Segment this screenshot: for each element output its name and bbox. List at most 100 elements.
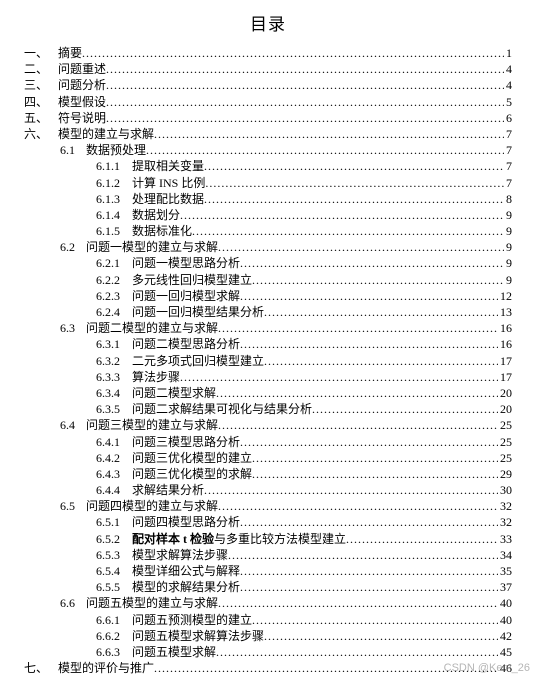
toc-entry-label: 问题四模型思路分析 bbox=[132, 514, 240, 530]
toc-entry-page: 42 bbox=[498, 628, 512, 644]
toc-entry-number: 6.5.2 bbox=[96, 531, 132, 547]
toc-entry-number: 6.4 bbox=[60, 417, 86, 433]
toc-entry-page: 40 bbox=[498, 612, 512, 628]
toc-entry: 6.3.5问题二求解结果可视化与结果分析....................… bbox=[24, 401, 512, 417]
toc-leader: ........................................… bbox=[154, 126, 504, 142]
toc-entry-number: 6.5.4 bbox=[96, 563, 132, 579]
toc-entry-label: 计算 INS 比例 bbox=[132, 175, 205, 191]
toc-entry-label: 数据标准化 bbox=[132, 223, 192, 239]
toc-entry-page: 1 bbox=[504, 45, 512, 61]
toc-leader: ........................................… bbox=[192, 223, 504, 239]
toc-entry-page: 25 bbox=[498, 450, 512, 466]
toc-entry-page: 32 bbox=[498, 514, 512, 530]
toc-leader: ........................................… bbox=[228, 547, 498, 563]
toc-entry-number: 6.3 bbox=[60, 320, 86, 336]
toc-entry-page: 32 bbox=[498, 498, 512, 514]
toc-entry-page: 45 bbox=[498, 644, 512, 660]
toc-entry: 6.6.3问题五模型求解............................… bbox=[24, 644, 512, 660]
toc-entry: 6.1.5数据标准化..............................… bbox=[24, 223, 512, 239]
toc-entry: 6.3.2二元多项式回归模型建立........................… bbox=[24, 353, 512, 369]
toc-leader: ........................................… bbox=[106, 77, 504, 93]
toc-entry-page: 6 bbox=[504, 110, 512, 126]
toc-list: 一、摘要....................................… bbox=[24, 45, 512, 676]
toc-entry-number: 二、 bbox=[24, 61, 58, 77]
toc-entry-number: 6.1.4 bbox=[96, 207, 132, 223]
toc-leader: ........................................… bbox=[240, 579, 498, 595]
toc-leader: ........................................… bbox=[216, 644, 498, 660]
toc-entry-label: 问题二模型思路分析 bbox=[132, 336, 240, 352]
toc-entry-label: 模型的建立与求解 bbox=[58, 126, 154, 142]
toc-entry: 五、符号说明..................................… bbox=[24, 110, 512, 126]
toc-entry-page: 35 bbox=[498, 563, 512, 579]
toc-entry-label: 问题五模型求解 bbox=[132, 644, 216, 660]
toc-entry-number: 四、 bbox=[24, 94, 58, 110]
toc-entry-number: 6.1.5 bbox=[96, 223, 132, 239]
toc-entry-number: 6.2 bbox=[60, 239, 86, 255]
toc-entry-page: 13 bbox=[498, 304, 512, 320]
toc-entry-page: 25 bbox=[498, 417, 512, 433]
toc-entry: 6.6问题五模型的建立与求解..........................… bbox=[24, 595, 512, 611]
toc-leader: ........................................… bbox=[218, 320, 498, 336]
toc-entry-number: 6.3.5 bbox=[96, 401, 132, 417]
toc-leader: ........................................… bbox=[240, 288, 498, 304]
toc-entry: 6.1.1提取相关变量.............................… bbox=[24, 158, 512, 174]
toc-entry: 6.6.2问题五模型求解算法步骤........................… bbox=[24, 628, 512, 644]
toc-entry-number: 6.3.1 bbox=[96, 336, 132, 352]
toc-entry-page: 17 bbox=[498, 369, 512, 385]
toc-entry-number: 6.2.2 bbox=[96, 272, 132, 288]
toc-leader: ........................................… bbox=[240, 336, 498, 352]
toc-entry: 6.2.2多元线性回归模型建立.........................… bbox=[24, 272, 512, 288]
toc-entry-label: 问题一回归模型求解 bbox=[132, 288, 240, 304]
toc-entry-page: 34 bbox=[498, 547, 512, 563]
toc-entry-number: 6.6.3 bbox=[96, 644, 132, 660]
toc-entry-label: 模型详细公式与解释 bbox=[132, 563, 240, 579]
toc-leader: ........................................… bbox=[240, 514, 498, 530]
toc-entry-label: 问题四模型的建立与求解 bbox=[86, 498, 218, 514]
toc-entry-page: 7 bbox=[504, 175, 512, 191]
toc-entry: 6.3问题二模型的建立与求解..........................… bbox=[24, 320, 512, 336]
toc-entry-page: 9 bbox=[504, 255, 512, 271]
toc-entry-number: 一、 bbox=[24, 45, 58, 61]
toc-entry-page: 4 bbox=[504, 61, 512, 77]
toc-leader: ........................................… bbox=[252, 450, 498, 466]
toc-entry: 6.1.4数据划分...............................… bbox=[24, 207, 512, 223]
toc-leader: ........................................… bbox=[204, 158, 504, 174]
toc-entry-number: 6.5.1 bbox=[96, 514, 132, 530]
toc-leader: ........................................… bbox=[106, 94, 504, 110]
toc-entry-number: 6.4.4 bbox=[96, 482, 132, 498]
toc-entry: 6.5.5模型的求解结果分析..........................… bbox=[24, 579, 512, 595]
toc-title: 目录 bbox=[24, 10, 512, 35]
toc-entry-number: 6.1 bbox=[60, 142, 86, 158]
toc-entry-page: 4 bbox=[504, 77, 512, 93]
toc-entry-page: 20 bbox=[498, 401, 512, 417]
toc-entry: 6.5.3模型求解算法步骤...........................… bbox=[24, 547, 512, 563]
toc-entry-label: 问题二求解结果可视化与结果分析 bbox=[132, 401, 312, 417]
toc-entry-label: 问题三优化模型的建立 bbox=[132, 450, 252, 466]
toc-entry-number: 五、 bbox=[24, 110, 58, 126]
toc-entry-label: 模型的评价与推广 bbox=[58, 660, 154, 676]
watermark: CSDN @Kem_26 bbox=[444, 662, 530, 674]
toc-entry-number: 6.2.1 bbox=[96, 255, 132, 271]
toc-entry-page: 7 bbox=[504, 142, 512, 158]
toc-entry-label: 问题分析 bbox=[58, 77, 106, 93]
toc-entry: 6.6.1问题五预测模型的建立.........................… bbox=[24, 612, 512, 628]
toc-leader: ........................................… bbox=[106, 61, 504, 77]
toc-entry-page: 9 bbox=[504, 272, 512, 288]
toc-entry: 6.3.1问题二模型思路分析..........................… bbox=[24, 336, 512, 352]
toc-entry-label: 配对样本 t 检验与多重比较方法模型建立 bbox=[132, 531, 346, 547]
toc-entry-page: 29 bbox=[498, 466, 512, 482]
toc-leader: ........................................… bbox=[346, 531, 498, 547]
toc-entry-label: 问题三模型思路分析 bbox=[132, 434, 240, 450]
toc-entry-number: 6.1.1 bbox=[96, 158, 132, 174]
toc-entry-number: 6.3.4 bbox=[96, 385, 132, 401]
toc-entry-label: 提取相关变量 bbox=[132, 158, 204, 174]
toc-entry-number: 七、 bbox=[24, 660, 58, 676]
toc-entry-page: 7 bbox=[504, 126, 512, 142]
toc-entry: 6.5.2配对样本 t 检验与多重比较方法模型建立...............… bbox=[24, 531, 512, 547]
toc-leader: ........................................… bbox=[204, 191, 504, 207]
toc-entry-page: 7 bbox=[504, 158, 512, 174]
toc-entry-page: 17 bbox=[498, 353, 512, 369]
toc-entry: 6.5.1问题四模型思路分析..........................… bbox=[24, 514, 512, 530]
toc-entry-number: 6.4.2 bbox=[96, 450, 132, 466]
toc-entry: 6.4.4求解结果分析.............................… bbox=[24, 482, 512, 498]
